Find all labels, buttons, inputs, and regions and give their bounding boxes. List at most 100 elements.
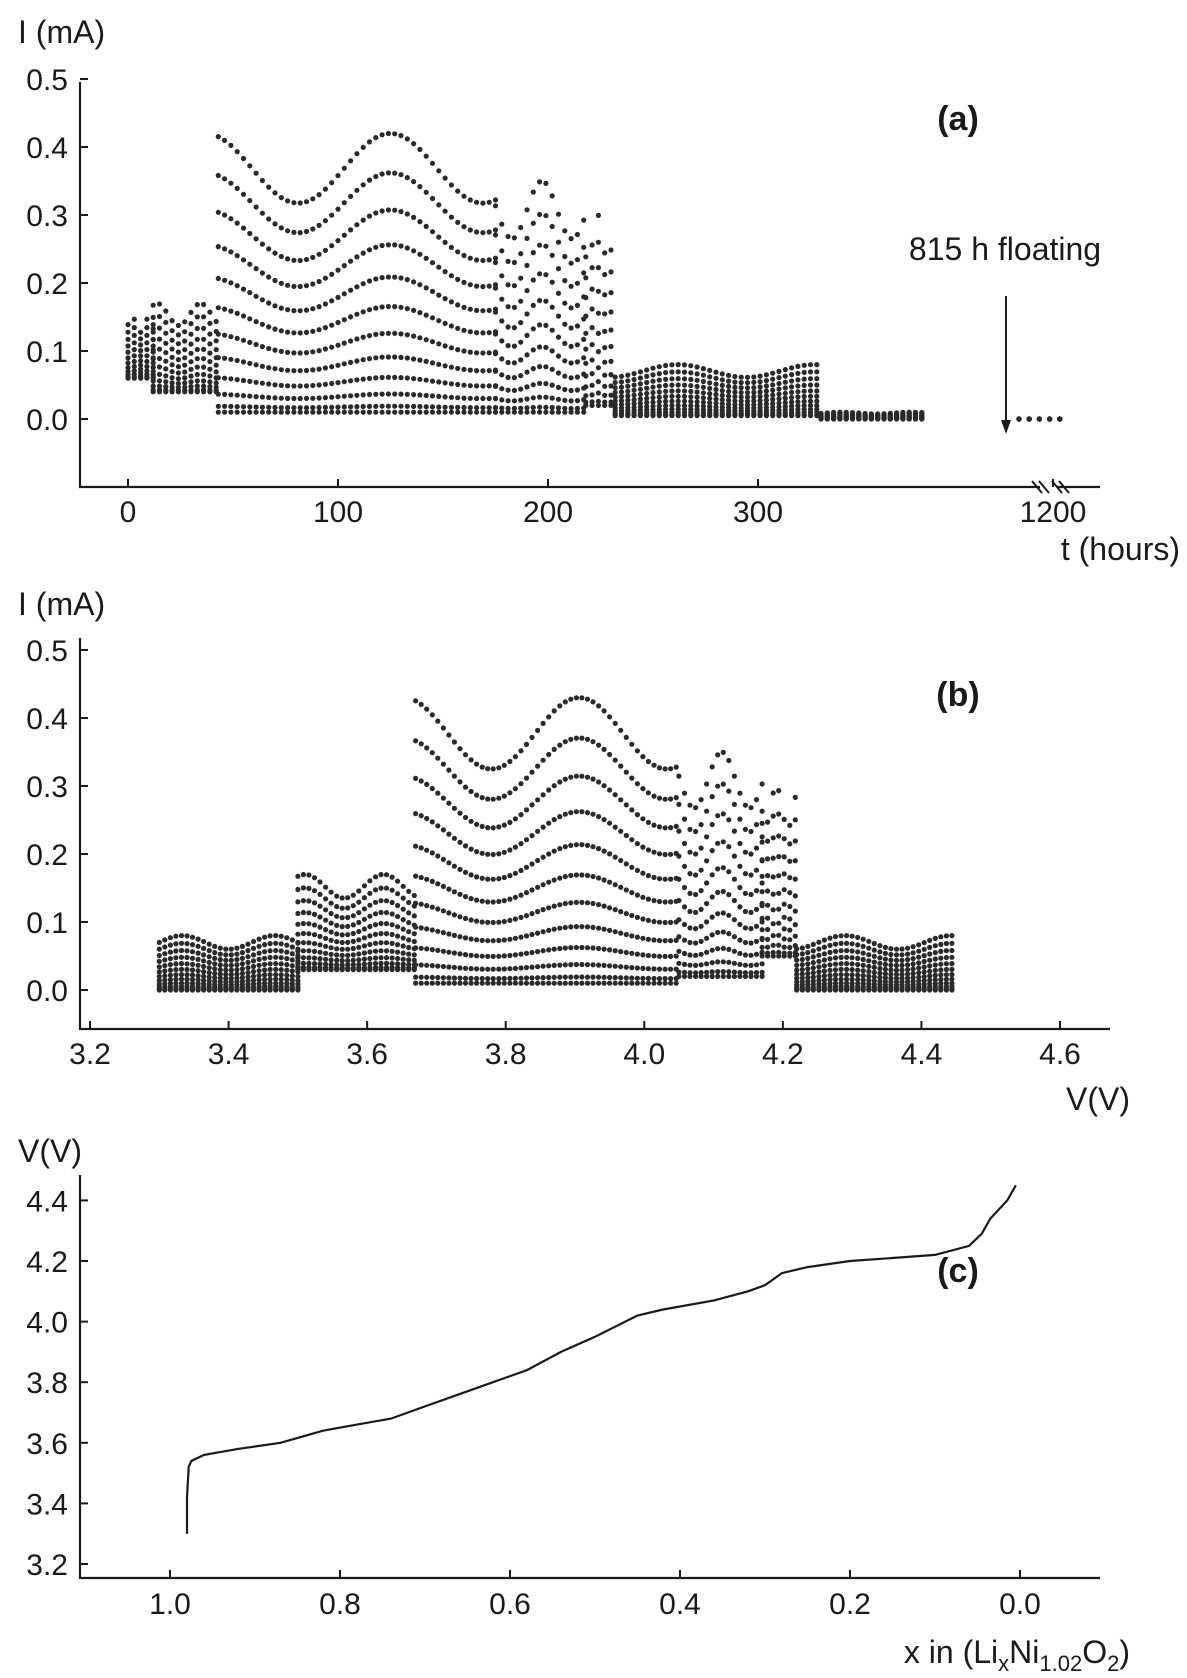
data-point (629, 775, 635, 781)
data-point (379, 242, 385, 249)
data-point (461, 279, 467, 285)
data-point (668, 876, 674, 882)
data-point (551, 903, 557, 909)
data-point (715, 969, 721, 975)
data-point (259, 394, 265, 400)
data-point (311, 900, 318, 906)
data-point (361, 956, 367, 962)
data-point (392, 391, 398, 397)
data-point (163, 373, 169, 379)
data-point (356, 910, 362, 916)
data-point (291, 229, 297, 235)
data-point (882, 956, 889, 962)
data-point (668, 980, 674, 986)
data-point (584, 962, 591, 968)
data-point (300, 955, 306, 961)
data-point (862, 410, 868, 417)
data-point (486, 405, 492, 411)
data-point (448, 394, 454, 400)
data-point (501, 966, 507, 972)
data-point (906, 409, 912, 415)
data-point (138, 336, 144, 342)
data-point (291, 405, 297, 411)
data-point (669, 398, 675, 404)
data-point (373, 403, 379, 409)
data-point (574, 405, 581, 411)
data-point (501, 953, 507, 959)
data-point (738, 374, 744, 380)
data-point (310, 395, 316, 401)
data-point (551, 708, 557, 714)
data-point (612, 389, 618, 396)
data-point (400, 883, 406, 889)
data-point (595, 310, 602, 316)
data-point (366, 409, 373, 415)
data-point (392, 131, 398, 137)
data-point (400, 965, 406, 971)
data-point (832, 976, 839, 983)
data-point (737, 790, 743, 796)
data-point (511, 387, 517, 393)
data-point (329, 404, 335, 410)
data-point (832, 980, 839, 986)
data-point (814, 382, 820, 388)
data-point (645, 819, 652, 826)
data-point (418, 962, 424, 968)
data-point (360, 250, 366, 256)
data-point (579, 961, 585, 968)
data-point (499, 405, 505, 411)
data-point (162, 968, 168, 974)
data-point (273, 947, 279, 954)
data-point (782, 400, 788, 406)
data-point (608, 343, 614, 350)
data-point (637, 375, 644, 381)
data-point (529, 980, 535, 986)
data-point (372, 922, 379, 928)
data-point (429, 980, 435, 986)
data-point (383, 940, 390, 946)
data-point (568, 405, 574, 412)
data-point (206, 974, 212, 980)
data-point (485, 876, 491, 882)
data-point (507, 966, 513, 972)
data-point (662, 796, 668, 802)
data-point (207, 366, 213, 372)
data-point (821, 951, 828, 957)
data-point (125, 365, 131, 371)
data-point (602, 311, 608, 317)
data-point (589, 371, 595, 377)
data-point (688, 398, 694, 405)
data-point (496, 898, 502, 905)
data-point (462, 915, 469, 922)
data-point (329, 344, 335, 350)
data-point (949, 954, 955, 960)
data-point (765, 926, 771, 933)
data-point (776, 404, 782, 410)
data-point (645, 873, 652, 879)
data-point (612, 402, 618, 408)
data-point (855, 972, 861, 978)
data-point (555, 370, 562, 376)
data-point (787, 937, 793, 943)
data-point (411, 931, 417, 937)
data-point (413, 974, 419, 980)
data-point (167, 935, 173, 941)
data-point (720, 929, 726, 935)
data-point (223, 957, 229, 963)
data-point (194, 346, 200, 353)
data-point (490, 980, 496, 986)
data-point (345, 932, 351, 938)
y-tick-label: 0.5 (26, 64, 68, 97)
data-point (295, 940, 301, 946)
data-point (215, 331, 221, 337)
data-point (782, 373, 788, 379)
data-point (694, 389, 700, 395)
data-point (435, 906, 441, 912)
data-point (404, 211, 410, 217)
data-point (524, 288, 530, 294)
data-point (765, 856, 771, 862)
data-point (448, 273, 454, 279)
data-point (583, 384, 589, 390)
data-point (656, 919, 663, 925)
data-point (816, 939, 822, 945)
